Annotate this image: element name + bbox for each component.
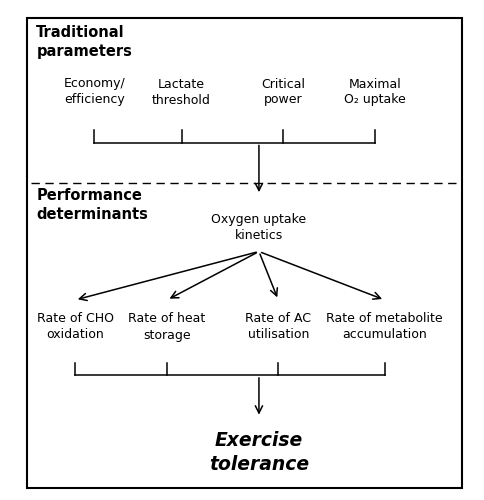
Text: Economy/
efficiency: Economy/ efficiency xyxy=(63,78,125,106)
Text: Maximal
O₂ uptake: Maximal O₂ uptake xyxy=(344,78,406,106)
Text: Rate of AC
utilisation: Rate of AC utilisation xyxy=(245,312,311,342)
Text: Exercise
tolerance: Exercise tolerance xyxy=(209,431,309,474)
Text: Performance
determinants: Performance determinants xyxy=(36,188,148,222)
Text: Traditional
parameters: Traditional parameters xyxy=(36,25,132,59)
Text: Oxygen uptake
kinetics: Oxygen uptake kinetics xyxy=(212,213,306,242)
FancyBboxPatch shape xyxy=(27,18,462,488)
Text: Lactate
threshold: Lactate threshold xyxy=(152,78,211,106)
Text: Rate of metabolite
accumulation: Rate of metabolite accumulation xyxy=(327,312,443,342)
Text: Rate of heat
storage: Rate of heat storage xyxy=(128,312,206,342)
Text: Critical
power: Critical power xyxy=(261,78,305,106)
Text: Rate of CHO
oxidation: Rate of CHO oxidation xyxy=(36,312,114,342)
